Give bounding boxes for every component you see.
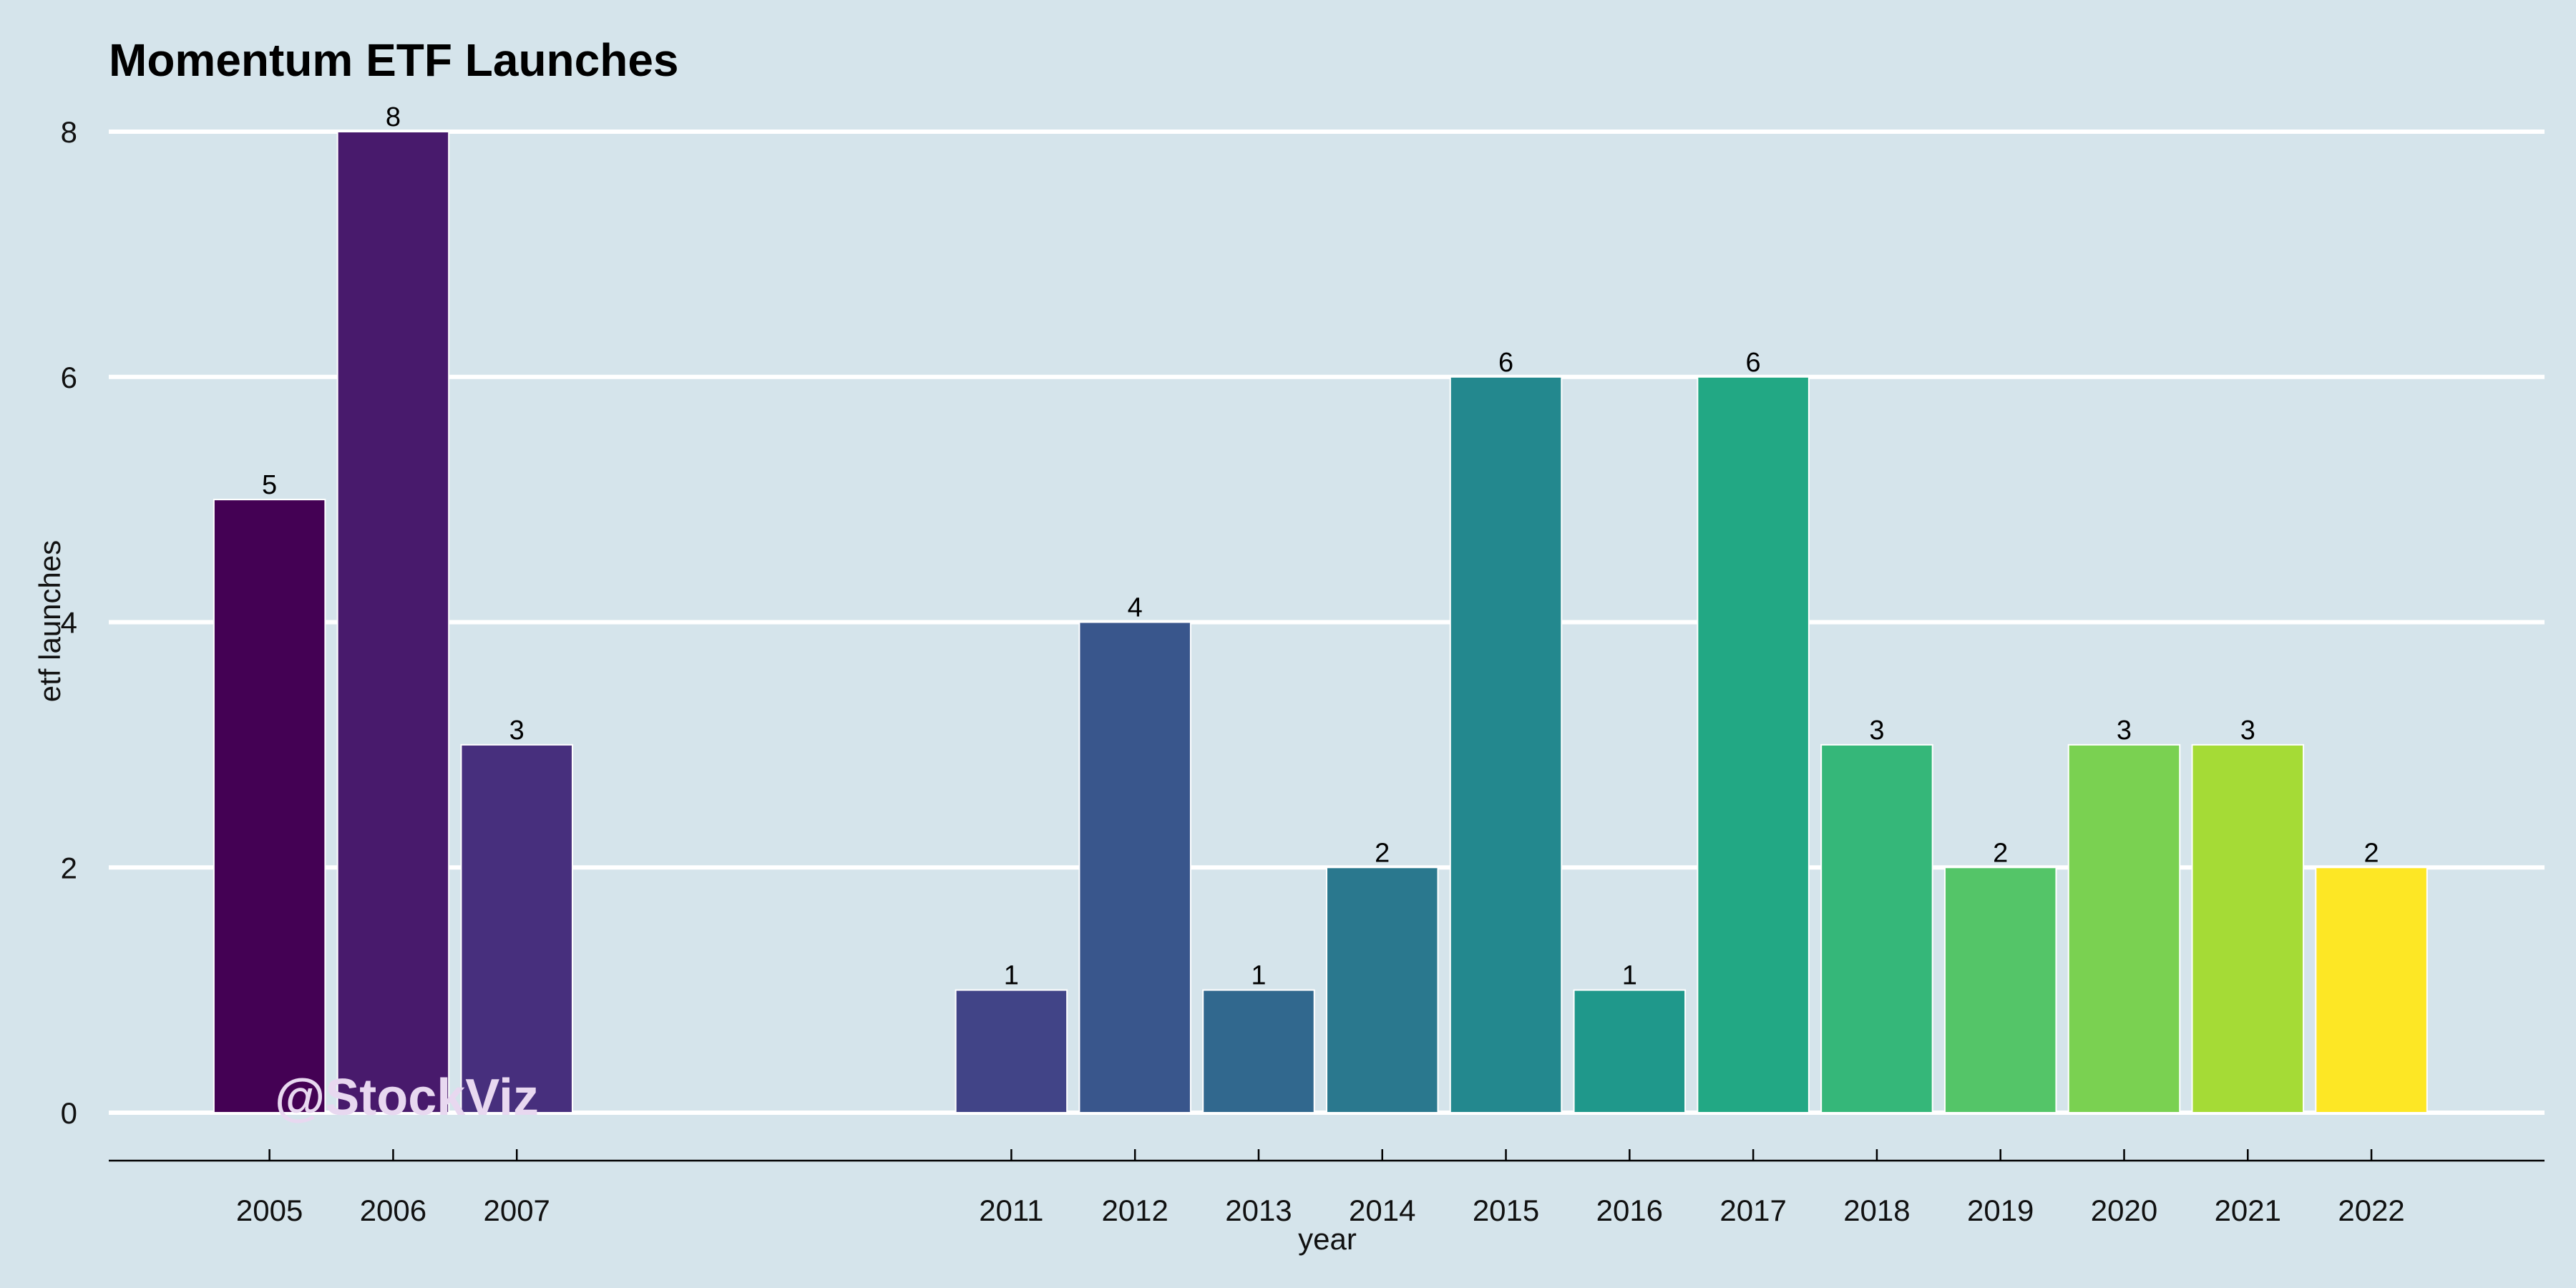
x-tick-label-2020: 2020: [2091, 1194, 2157, 1227]
x-tick-label-2014: 2014: [1349, 1194, 1415, 1227]
bar-2016: [1573, 989, 1687, 1113]
y-axis-label: etf launches: [33, 540, 67, 703]
y-tick-label: 6: [61, 361, 77, 394]
y-axis: 0 2 4 6 8: [61, 115, 77, 1130]
bar-value-label-2020: 3: [2117, 716, 2132, 746]
bar-value-label-2013: 1: [1251, 961, 1266, 991]
bar-value-label-2007: 3: [509, 716, 525, 746]
y-tick-label: 0: [61, 1096, 77, 1130]
x-tick-label-2015: 2015: [1473, 1194, 1539, 1227]
bar-2006: [336, 131, 450, 1113]
watermark: @StockViz: [275, 1069, 539, 1126]
bar-value-label-2019: 2: [1993, 838, 2008, 868]
x-tick-label-2007: 2007: [483, 1194, 550, 1227]
x-tick-label-2021: 2021: [2215, 1194, 2281, 1227]
y-tick-label: 2: [61, 851, 77, 884]
bar-2020: [2067, 743, 2181, 1113]
bar-value-label-2012: 4: [1128, 593, 1143, 623]
bar-value-label-2016: 1: [1622, 961, 1637, 991]
x-tick-label-2011: 2011: [979, 1194, 1043, 1227]
bar-2011: [955, 989, 1068, 1113]
bar-2021: [2191, 743, 2305, 1113]
chart-title: Momentum ETF Launches: [109, 34, 679, 86]
x-axis: 2005 2006 2007 2011 2012 2013 2014 2015 2016 2017…: [109, 1149, 2545, 1227]
y-tick-label: 4: [61, 606, 77, 640]
bar-value-label-2017: 6: [1746, 348, 1761, 378]
bar-2017: [1697, 376, 1810, 1113]
bar-2022: [2315, 867, 2428, 1113]
bar-2019: [1943, 867, 2057, 1113]
bar-2012: [1078, 621, 1191, 1113]
bar-value-label-2022: 2: [2364, 838, 2379, 868]
bar-value-label-2006: 8: [386, 102, 401, 132]
bar-value-label-2005: 5: [262, 470, 277, 500]
x-tick-label-2013: 2013: [1225, 1194, 1292, 1227]
bar-value-label-2011: 1: [1004, 961, 1019, 991]
x-tick-label-2022: 2022: [2338, 1194, 2404, 1227]
bar-2013: [1202, 989, 1315, 1113]
bars: [213, 131, 2428, 1113]
bar-value-label-2014: 2: [1375, 838, 1390, 868]
bar-value-label-2018: 3: [1869, 716, 1884, 746]
y-tick-label: 8: [61, 115, 77, 149]
x-tick-label-2019: 2019: [1967, 1194, 2034, 1227]
x-tick-label-2012: 2012: [1101, 1194, 1168, 1227]
x-tick-label-2017: 2017: [1719, 1194, 1786, 1227]
x-tick-label-2016: 2016: [1596, 1194, 1663, 1227]
bar-2005: [213, 499, 326, 1113]
x-tick-label-2018: 2018: [1843, 1194, 1910, 1227]
x-axis-label: year: [1298, 1222, 1357, 1256]
bar-2007: [460, 743, 573, 1113]
bar-2014: [1326, 867, 1439, 1113]
x-tick-label-2006: 2006: [360, 1194, 426, 1227]
bar-labels: 5 8 3 1 4 1 2 6 1 6 3 2 3 3 2: [262, 102, 2379, 991]
x-tick-label-2005: 2005: [236, 1194, 303, 1227]
bar-value-label-2015: 6: [1498, 348, 1513, 378]
bar-2015: [1449, 376, 1563, 1113]
bar-value-label-2021: 3: [2240, 716, 2255, 746]
bar-2018: [1820, 743, 1933, 1113]
